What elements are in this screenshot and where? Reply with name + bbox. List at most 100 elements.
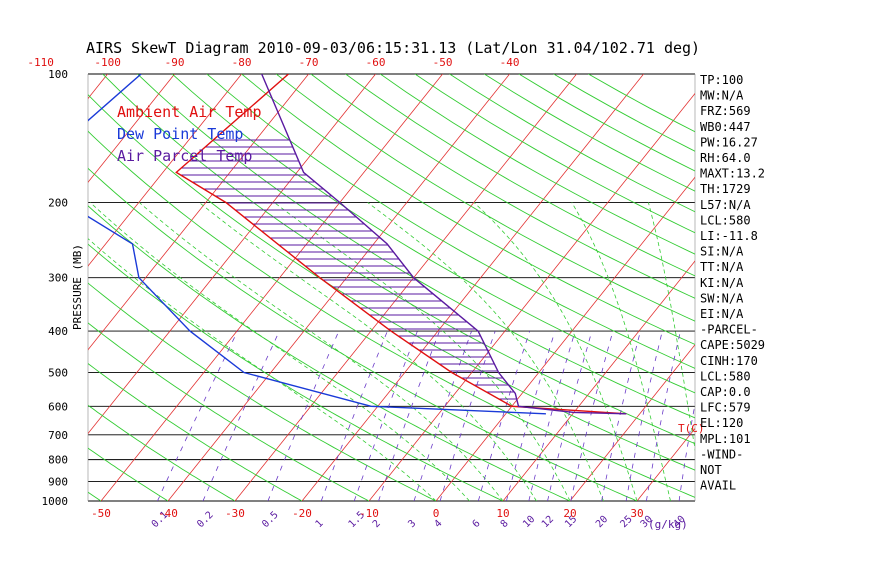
moist-adiabat-line: [368, 203, 604, 502]
mixing-ratio-line: [203, 331, 279, 501]
top-temp-tick-label: -60: [366, 56, 386, 69]
parameter-entry: NOT: [700, 463, 722, 477]
top-temp-tick-label: -80: [232, 56, 252, 69]
top-temp-tick-label: -50: [433, 56, 453, 69]
mixing-ratio-tick-label: 12: [540, 514, 556, 530]
dry-adiabat-line: [242, 74, 870, 501]
mixing-ratio-tick-label: 1: [314, 518, 326, 530]
parameter-entry: RH:64.0: [700, 151, 751, 165]
bottom-temp-tick-label: -20: [292, 507, 312, 520]
parameter-entry: LI:-11.8: [700, 229, 758, 243]
dry-adiabat-line: [415, 74, 870, 501]
isotherm-line: [369, 74, 711, 501]
parameter-entry: TP:100: [700, 73, 743, 87]
top-temp-tick-label: -90: [165, 56, 185, 69]
moist-adiabat-line: [199, 203, 536, 502]
moist-adiabat-line: [648, 203, 704, 502]
parameter-entry: LFC:579: [700, 401, 751, 415]
dry-adiabat-line: [346, 74, 870, 501]
parameter-entry: SI:N/A: [700, 245, 744, 259]
parameter-entry: WB0:447: [700, 120, 751, 134]
parameter-entry: CINH:170: [700, 354, 758, 368]
dry-adiabat-line: [0, 74, 34, 501]
dry-adiabat-line: [0, 74, 570, 501]
ambient-air-temp-line: [176, 74, 626, 414]
parameter-entry: EI:N/A: [700, 307, 744, 321]
dry-adiabat-line: [207, 74, 870, 501]
mixing-ratio-line: [548, 331, 592, 501]
y-axis-label: PRESSURE (MB): [71, 244, 84, 330]
mixing-ratio-line: [321, 331, 387, 501]
parameter-entry: FRZ:569: [700, 104, 751, 118]
pressure-tick-label: 800: [48, 454, 68, 467]
dry-adiabat-line: [276, 74, 870, 501]
parameter-entry: CAPE:5029: [700, 338, 765, 352]
top-temp-tick-label: -100: [94, 56, 121, 69]
legend: Ambient Air Temp Dew Point Temp Air Parcel…: [117, 103, 262, 165]
pressure-tick-label: 100: [48, 68, 68, 81]
parameter-entry: -WIND-: [700, 447, 743, 461]
mixing-ratio-tick-label: 0.2: [195, 510, 216, 531]
legend-entry: Air Parcel Temp: [117, 147, 252, 165]
dry-adiabat-line: [484, 74, 870, 501]
mixing-ratio-line: [646, 331, 680, 501]
bottom-temp-tick-label: -30: [225, 507, 245, 520]
legend-entry: Dew Point Temp: [117, 125, 243, 143]
pressure-tick-label: 700: [48, 429, 68, 442]
pressure-tick-label: 900: [48, 476, 68, 489]
parameter-entry: PW:16.27: [700, 135, 758, 149]
pressure-tick-label: 600: [48, 400, 68, 413]
pressure-tick-label: 400: [48, 325, 68, 338]
parameter-entry: SW:N/A: [700, 291, 744, 305]
bottom-temp-tick-label: 20: [563, 507, 576, 520]
parameter-entry: LCL:580: [700, 369, 751, 383]
bottom-temp-tick-label: -40: [158, 507, 178, 520]
moist-adiabat-line: [572, 203, 671, 502]
bottom-temp-tick-label: 10: [496, 507, 509, 520]
parameter-entry: LCL:580: [700, 213, 751, 227]
dry-adiabat-line: [519, 74, 870, 501]
parameter-entry: MAXT:13.2: [700, 167, 765, 181]
parameter-entry: -PARCEL-: [700, 323, 758, 337]
parameter-entry: MPL:101: [700, 432, 751, 446]
top-temp-tick-label: -110: [27, 56, 54, 69]
legend-entry: Ambient Air Temp: [117, 103, 262, 121]
dry-adiabat-line: [311, 74, 870, 501]
parameter-entry: MW:N/A: [700, 89, 744, 103]
parameter-entry: KI:N/A: [700, 276, 744, 290]
mixing-ratio-tick-label: 6: [471, 518, 483, 530]
isotherm-line: [838, 74, 870, 501]
moist-adiabat-line: [139, 203, 503, 502]
bottom-temp-tick-label: -10: [359, 507, 379, 520]
dry-adiabat-line: [138, 74, 870, 501]
dry-adiabat-line: [172, 74, 870, 501]
moist-adiabat-line: [68, 220, 436, 501]
mixing-ratio-tick-label: 20: [594, 514, 610, 530]
pressure-tick-label: 500: [48, 367, 68, 380]
bottom-temp-tick-label: 0: [433, 507, 440, 520]
parameter-entry: AVAIL: [700, 479, 736, 493]
mixing-ratio-tick-label: 0.5: [260, 510, 281, 531]
parameter-entry: L57:N/A: [700, 198, 751, 212]
pressure-tick-label: 1000: [42, 495, 69, 508]
pressure-tick-label: 200: [48, 197, 68, 210]
isotherm-line: [0, 74, 41, 501]
isotherm-line: [771, 74, 870, 501]
dry-adiabat-line: [380, 74, 870, 501]
mixing-ratio-tick-label: 10: [521, 514, 537, 530]
pressure-tick-label: 300: [48, 272, 68, 285]
parameter-entry: EL:120: [700, 416, 743, 430]
parameter-entry: CAP:0.0: [700, 385, 751, 399]
parameter-entry: TH:1729: [700, 182, 751, 196]
bottom-temp-tick-label: -50: [91, 507, 111, 520]
parameter-entry: TT:N/A: [700, 260, 744, 274]
top-temp-tick-label: -70: [299, 56, 319, 69]
top-temp-tick-label: -40: [500, 56, 520, 69]
mixing-ratio-tick-label: 3: [406, 518, 418, 530]
bottom-temp-tick-label: 30: [630, 507, 643, 520]
chart-title: AIRS SkewT Diagram 2010-09-03/06:15:31.1…: [86, 39, 700, 57]
air-parcel-temp-line: [262, 74, 627, 414]
